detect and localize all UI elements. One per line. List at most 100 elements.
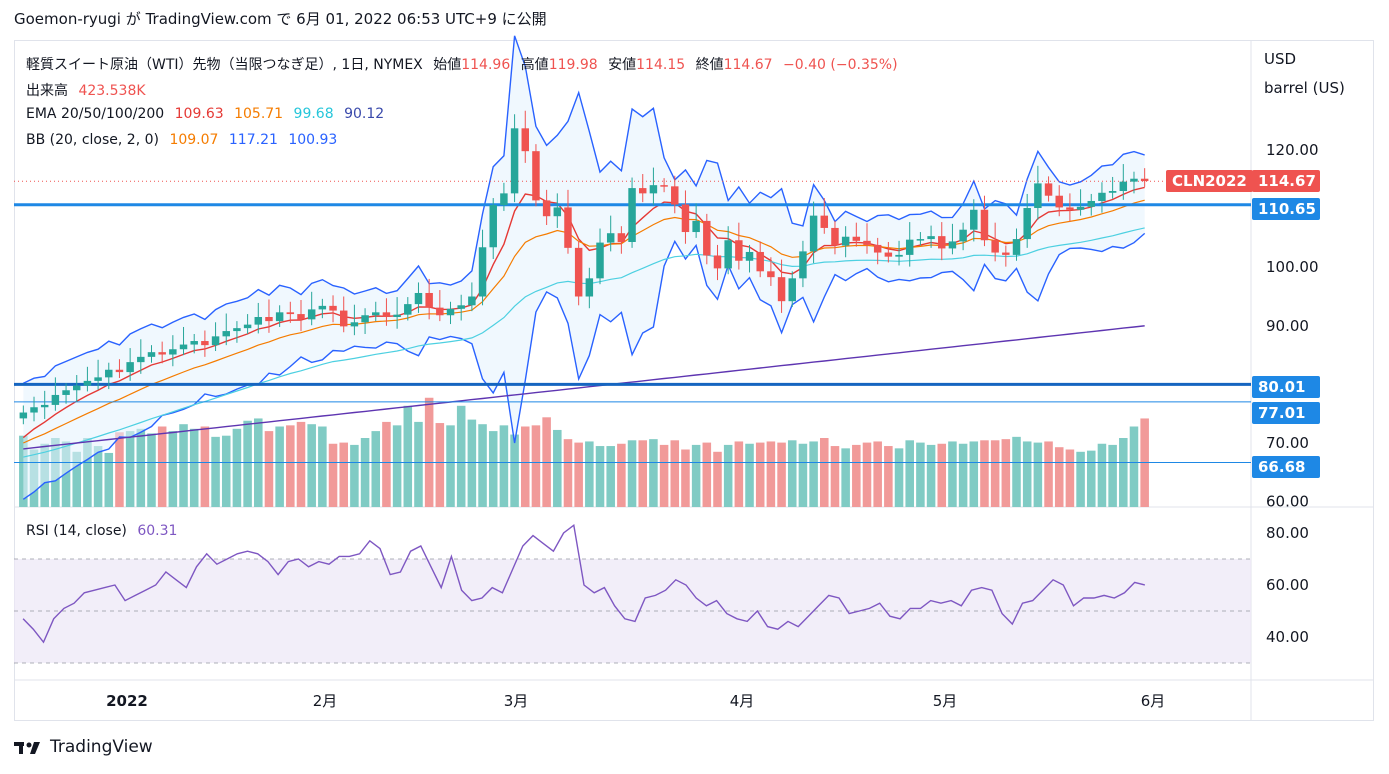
candle-body bbox=[980, 209, 989, 241]
volume-bar bbox=[296, 421, 306, 507]
rsi-label[interactable]: RSI (14, close) bbox=[26, 523, 127, 539]
volume-bar bbox=[392, 425, 402, 507]
candle-body bbox=[542, 200, 551, 217]
close-label: 終値 bbox=[695, 57, 724, 73]
hline-tag-80: 80.01 bbox=[1252, 376, 1320, 398]
time-tick-label: 2月 bbox=[313, 692, 338, 710]
volume-bar bbox=[1076, 451, 1085, 507]
candle-body bbox=[713, 255, 722, 269]
volume-bar bbox=[916, 442, 925, 507]
volume-bar bbox=[745, 443, 754, 507]
volume-bar bbox=[435, 423, 445, 507]
candle-body bbox=[254, 317, 263, 325]
volume-bar bbox=[681, 449, 690, 507]
candle-body bbox=[1044, 183, 1053, 196]
publish-date: で 6月 01, 2022 06:53 UTC+9 に公開 bbox=[276, 10, 547, 28]
candle-body bbox=[425, 292, 433, 308]
candle-body bbox=[265, 317, 273, 322]
candle-body bbox=[147, 352, 156, 357]
volume-bar bbox=[510, 434, 519, 507]
symbol-title[interactable]: 軽質スイート原油（WTI）先物（当限つなぎ足）, 1日, NYMEX bbox=[26, 57, 423, 73]
volume-bar bbox=[1022, 441, 1032, 507]
candle-body bbox=[414, 292, 423, 305]
candle-body bbox=[585, 278, 594, 297]
volume-bar bbox=[360, 438, 370, 507]
candle-body bbox=[382, 312, 391, 318]
candle-body bbox=[1098, 192, 1106, 201]
volume-bar bbox=[787, 440, 797, 507]
ema200-value: 90.12 bbox=[344, 106, 385, 122]
candle-body bbox=[457, 305, 465, 309]
candle-body bbox=[596, 242, 604, 279]
volume-bar bbox=[1129, 426, 1139, 507]
volume-bar bbox=[852, 444, 861, 507]
volume-bar bbox=[713, 451, 722, 507]
candle-body bbox=[211, 336, 220, 346]
candle-body bbox=[500, 193, 508, 206]
volume-bar bbox=[1097, 443, 1107, 507]
candle-body bbox=[1023, 208, 1031, 240]
candle-body bbox=[478, 247, 487, 297]
volume-bar bbox=[1065, 449, 1075, 507]
price-tick-label: 60.00 bbox=[1266, 493, 1309, 511]
candle-body bbox=[468, 296, 476, 306]
volume-bar bbox=[286, 425, 295, 507]
bb-legend: BB (20, close, 2, 0) 109.07 117.21 100.9… bbox=[26, 132, 343, 148]
volume-bar bbox=[318, 426, 327, 507]
volume-bar bbox=[456, 405, 466, 507]
volume-bar bbox=[221, 435, 231, 507]
volume-bar bbox=[83, 438, 92, 507]
candle-body bbox=[1140, 178, 1149, 182]
rsi-line bbox=[22, 523, 1146, 644]
candle-body bbox=[361, 315, 369, 323]
volume-bar bbox=[830, 446, 840, 507]
candle-body bbox=[1108, 191, 1117, 193]
bb-label[interactable]: BB (20, close, 2, 0) bbox=[26, 132, 159, 148]
candle-body bbox=[617, 233, 626, 243]
candle-body bbox=[179, 344, 188, 350]
volume-bar bbox=[585, 441, 594, 507]
volume-bar bbox=[617, 443, 626, 507]
volume-bar bbox=[147, 433, 156, 507]
author-name[interactable]: Goemon-ryugi bbox=[14, 10, 121, 28]
candle-body bbox=[905, 239, 914, 255]
volume-bar bbox=[488, 431, 498, 507]
candle-body bbox=[1012, 239, 1021, 255]
volume-label[interactable]: 出来高 bbox=[26, 83, 68, 99]
volume-bar bbox=[1001, 439, 1011, 507]
tradingview-logo[interactable]: TradingView bbox=[14, 737, 153, 757]
volume-bar bbox=[905, 440, 914, 507]
low-label: 安値 bbox=[608, 57, 637, 73]
volume-bar bbox=[798, 443, 808, 507]
currency-label: USD bbox=[1264, 50, 1297, 68]
candle-body bbox=[94, 377, 102, 381]
open-label: 始値 bbox=[433, 57, 462, 73]
candle-body bbox=[831, 227, 839, 246]
bb-basis-value: 109.07 bbox=[169, 132, 219, 148]
candle-body bbox=[521, 128, 530, 152]
site-name[interactable]: TradingView.com bbox=[145, 10, 272, 28]
volume-bar bbox=[200, 426, 210, 507]
high-value: 119.98 bbox=[548, 57, 598, 73]
volume-bar bbox=[264, 431, 274, 507]
volume-bar bbox=[958, 443, 968, 507]
last-price-tag: 114.67 bbox=[1252, 170, 1320, 192]
candle-body bbox=[446, 308, 455, 316]
ema-label[interactable]: EMA 20/50/100/200 bbox=[26, 106, 165, 122]
unit-label: barrel (US) bbox=[1264, 79, 1345, 97]
volume-bar bbox=[766, 441, 776, 507]
volume-bar bbox=[157, 426, 167, 507]
volume-bar bbox=[841, 448, 850, 507]
candle-body bbox=[756, 251, 764, 272]
candle-body bbox=[404, 304, 412, 315]
volume-bar bbox=[1012, 436, 1021, 507]
volume-bar bbox=[926, 444, 936, 507]
candle-body bbox=[767, 271, 775, 278]
candle-body bbox=[799, 251, 807, 279]
candle-body bbox=[735, 240, 743, 261]
candle-body bbox=[1066, 207, 1074, 210]
candle-body bbox=[692, 220, 700, 233]
chart-frame[interactable] bbox=[14, 40, 1374, 721]
candle-body bbox=[1119, 181, 1128, 192]
